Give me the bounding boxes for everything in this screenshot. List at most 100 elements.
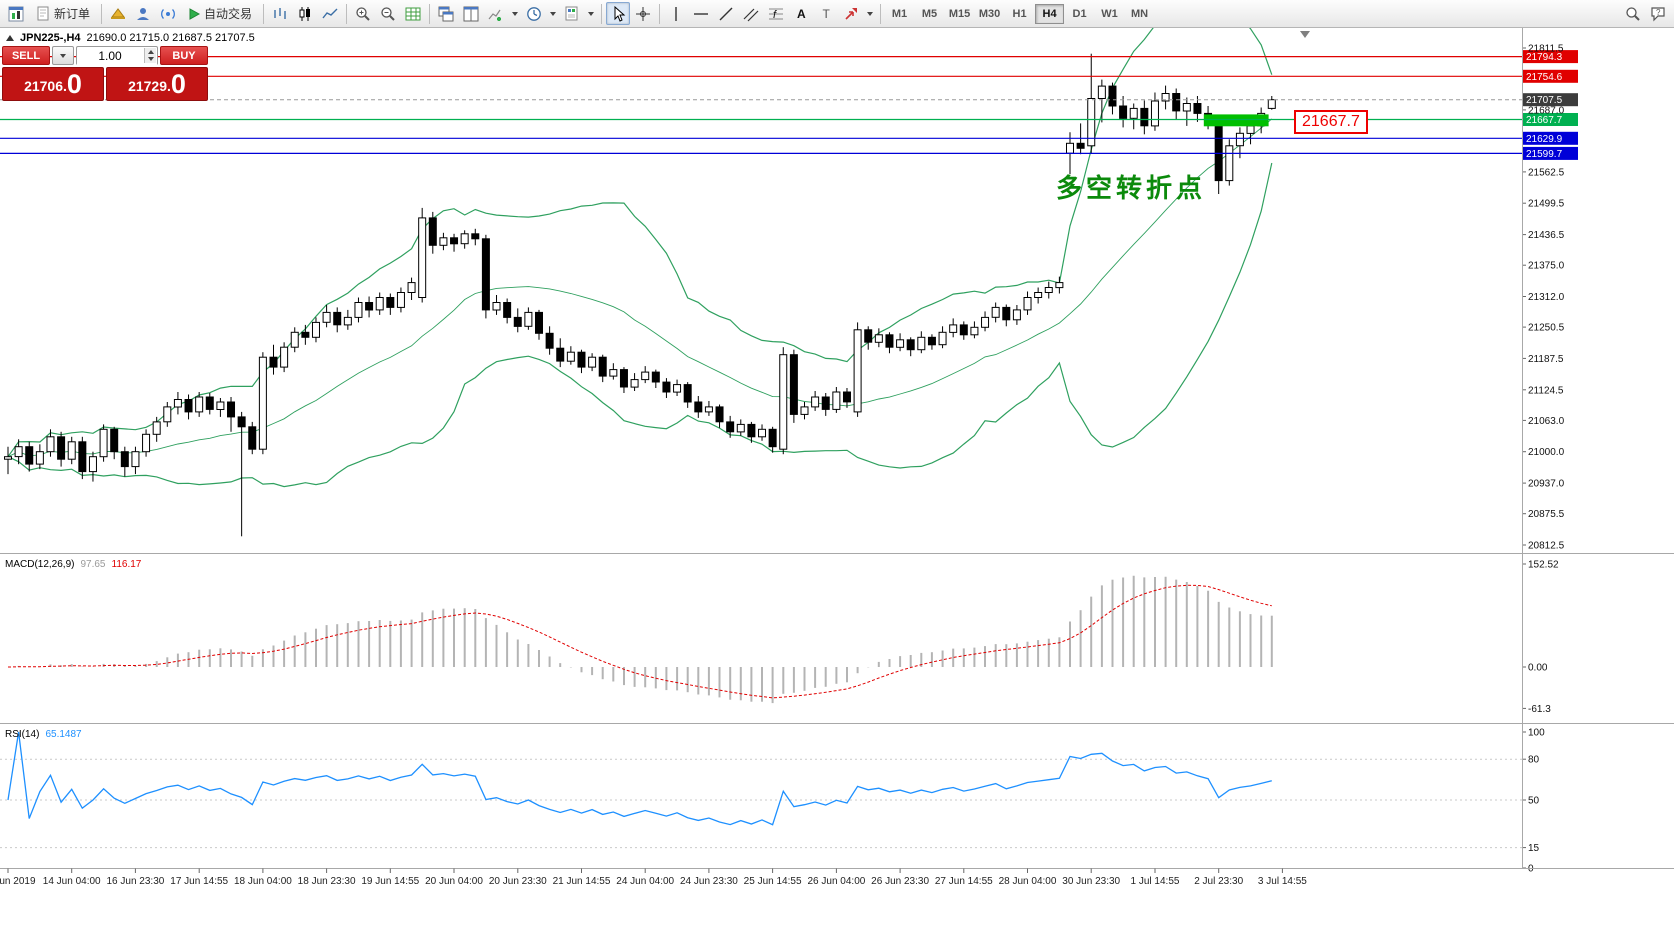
new-order-icon — [37, 6, 49, 21]
sell-price[interactable]: 21706. 0 — [2, 67, 104, 101]
timeframe-button-m5[interactable]: M5 — [921, 7, 938, 20]
chevron-down-icon — [550, 11, 557, 16]
svg-text:21375.0: 21375.0 — [1528, 261, 1565, 272]
trendline-icon — [719, 7, 733, 20]
macd-histogram — [17, 575, 1273, 704]
periods-caret[interactable] — [547, 2, 559, 25]
channel-button[interactable] — [739, 2, 763, 25]
timeframe-button-m15[interactable]: M15 — [948, 7, 971, 20]
svg-text:0.00: 0.00 — [1528, 663, 1548, 674]
svg-text:20812.5: 20812.5 — [1528, 541, 1565, 552]
cursor-button[interactable] — [606, 2, 631, 25]
buy-price[interactable]: 21729. 0 — [106, 67, 208, 101]
rsi-line — [7, 731, 1272, 826]
autotrading-label: 自动交易 — [204, 7, 253, 21]
label-button[interactable]: T — [814, 2, 838, 25]
svg-text:21250.5: 21250.5 — [1528, 323, 1565, 334]
price-callout-label[interactable]: 21667.7 — [1294, 110, 1368, 134]
new-order-label: 新订单 — [54, 7, 91, 21]
candles-chart-icon — [299, 6, 311, 21]
timeframe-button-d1[interactable]: D1 — [1072, 7, 1087, 20]
svg-text:19 Jun 14:55: 19 Jun 14:55 — [361, 876, 419, 887]
timeframe-button-w1[interactable]: W1 — [1101, 7, 1118, 20]
news-button[interactable] — [156, 2, 180, 25]
toolbar: 新订单 自动交易 — [0, 0, 1674, 28]
templates-icon — [565, 6, 578, 20]
zoom-out-button[interactable] — [376, 2, 400, 25]
chart-type-candles-button[interactable] — [293, 2, 317, 25]
svg-text:27 Jun 14:55: 27 Jun 14:55 — [935, 876, 993, 887]
svg-text:21794.3: 21794.3 — [1526, 52, 1563, 63]
periods-button[interactable] — [522, 2, 546, 25]
svg-text:17 Jun 14:55: 17 Jun 14:55 — [170, 876, 228, 887]
buy-price-pips: 0 — [170, 69, 186, 99]
chart-window: 21794.3 21754.6 21667.7 21629.9 21599.7 21707… — [0, 28, 1674, 951]
svg-text:21667.7: 21667.7 — [1526, 115, 1563, 126]
svg-text:21063.0: 21063.0 — [1528, 416, 1565, 427]
crosshair-icon — [636, 6, 651, 21]
zoom-in-button[interactable] — [351, 2, 375, 25]
svg-text:16 Jun 23:30: 16 Jun 23:30 — [106, 876, 164, 887]
timeframe-button-m30[interactable]: M30 — [978, 7, 1001, 20]
svg-text:15: 15 — [1528, 843, 1540, 854]
svg-text:-61.3: -61.3 — [1528, 704, 1551, 715]
line-chart-icon — [322, 8, 338, 18]
chart-type-line-button[interactable] — [318, 2, 342, 25]
separator — [101, 3, 103, 24]
tile-windows-button[interactable] — [459, 2, 483, 25]
order-type-dropdown[interactable] — [52, 46, 74, 65]
svg-text:20937.0: 20937.0 — [1528, 479, 1565, 490]
timeframe-button-m1[interactable]: M1 — [891, 7, 908, 20]
timeframe-group: M1 M5 M15 M30 H1 H4 D1 W1 MN — [885, 3, 1154, 24]
sell-price-pips: 0 — [66, 69, 82, 99]
chart-shift-marker[interactable] — [1300, 31, 1310, 38]
autotrading-button[interactable]: 自动交易 — [181, 2, 259, 25]
horizontal-line-button[interactable] — [689, 2, 713, 25]
search-button[interactable] — [1621, 2, 1645, 25]
arrows-caret[interactable] — [864, 2, 876, 25]
separator — [429, 3, 431, 24]
highlight-rectangle-object[interactable] — [1203, 114, 1269, 127]
community-button[interactable] — [131, 2, 155, 25]
timeframe-button-mn[interactable]: MN — [1130, 7, 1149, 20]
timeframe-button-h1[interactable]: H1 — [1012, 7, 1027, 20]
templates-caret[interactable] — [585, 2, 597, 25]
timeframe-button-h4[interactable]: H4 — [1035, 3, 1065, 24]
svg-text:21499.5: 21499.5 — [1528, 199, 1565, 210]
macd-label: MACD(12,26,9) 97.65 116.17 — [5, 559, 142, 570]
svg-text:21811.5: 21811.5 — [1528, 44, 1564, 55]
metaeditor-button[interactable] — [106, 2, 130, 25]
separator — [659, 3, 661, 24]
text-annotation-object[interactable]: 多空转折点 — [1056, 174, 1207, 204]
volume-spinner[interactable] — [144, 48, 156, 63]
crosshair-button[interactable] — [631, 2, 655, 25]
time-axis: 13 Jun 2019 14 Jun 04:00 16 Jun 23:30 17 Ju… — [0, 868, 1307, 887]
collapse-one-click-icon[interactable] — [6, 35, 14, 41]
trendline-button[interactable] — [714, 2, 738, 25]
arrows-button[interactable] — [839, 2, 863, 25]
separator — [346, 3, 348, 24]
indicators-caret[interactable] — [509, 2, 521, 25]
templates-button[interactable] — [560, 2, 584, 25]
chart-type-bars-button[interactable] — [268, 2, 292, 25]
vertical-line-button[interactable] — [664, 2, 688, 25]
sell-button[interactable]: SELL — [2, 46, 50, 65]
grid-button[interactable] — [401, 2, 425, 25]
cascade-windows-button[interactable] — [434, 2, 458, 25]
chevron-down-icon — [60, 53, 66, 58]
vertical-line-icon — [675, 6, 677, 21]
svg-text:21599.7: 21599.7 — [1526, 149, 1563, 160]
new-order-button[interactable]: 新订单 — [29, 2, 97, 25]
clock-icon — [527, 6, 541, 21]
zoom-in-icon — [356, 6, 370, 21]
price-chart-canvas[interactable]: 21794.3 21754.6 21667.7 21629.9 21599.7 21707… — [0, 28, 1674, 951]
user-icon — [137, 7, 150, 20]
svg-text:21754.6: 21754.6 — [1526, 72, 1563, 83]
indicators-button[interactable] — [484, 2, 508, 25]
buy-button[interactable]: BUY — [160, 46, 208, 65]
fibonacci-button[interactable]: f — [764, 2, 788, 25]
chat-button[interactable]: ? — [1646, 2, 1670, 25]
text-button[interactable]: A — [789, 2, 813, 25]
volume-input[interactable] — [77, 47, 157, 65]
autotrading-play-icon — [189, 7, 201, 20]
